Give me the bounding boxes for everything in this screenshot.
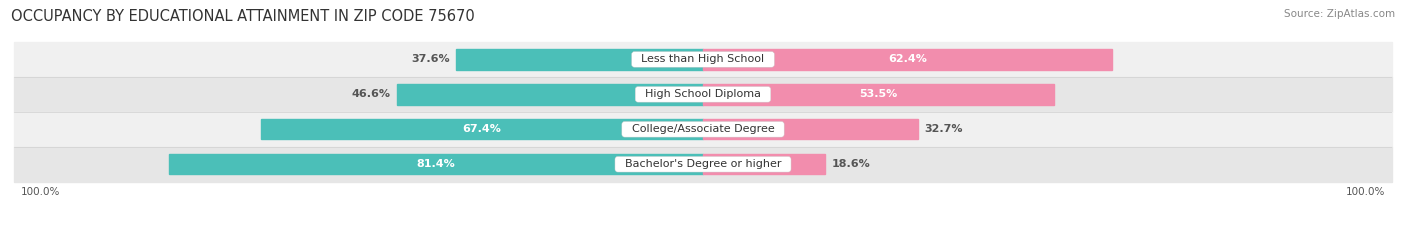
Text: OCCUPANCY BY EDUCATIONAL ATTAINMENT IN ZIP CODE 75670: OCCUPANCY BY EDUCATIONAL ATTAINMENT IN Z… [11, 9, 475, 24]
Text: 67.4%: 67.4% [463, 124, 502, 134]
Text: Bachelor's Degree or higher: Bachelor's Degree or higher [617, 159, 789, 169]
Bar [169, 154, 703, 174]
Text: 46.6%: 46.6% [352, 89, 391, 99]
Bar [398, 84, 703, 105]
Text: 100.0%: 100.0% [1346, 187, 1385, 197]
Text: 32.7%: 32.7% [924, 124, 963, 134]
Bar [703, 84, 1054, 105]
Text: High School Diploma: High School Diploma [638, 89, 768, 99]
Text: Source: ZipAtlas.com: Source: ZipAtlas.com [1284, 9, 1395, 19]
Text: Less than High School: Less than High School [634, 55, 772, 64]
Bar [14, 147, 1392, 182]
Bar [14, 77, 1392, 112]
Bar [703, 154, 825, 174]
Text: 37.6%: 37.6% [411, 55, 450, 64]
Text: 18.6%: 18.6% [831, 159, 870, 169]
Bar [703, 119, 918, 139]
Bar [260, 119, 703, 139]
Text: 81.4%: 81.4% [416, 159, 456, 169]
Text: 100.0%: 100.0% [21, 187, 60, 197]
Text: 62.4%: 62.4% [889, 55, 927, 64]
Text: College/Associate Degree: College/Associate Degree [624, 124, 782, 134]
Bar [14, 112, 1392, 147]
Bar [703, 49, 1112, 69]
Text: 53.5%: 53.5% [859, 89, 897, 99]
Bar [14, 42, 1392, 77]
Bar [457, 49, 703, 69]
